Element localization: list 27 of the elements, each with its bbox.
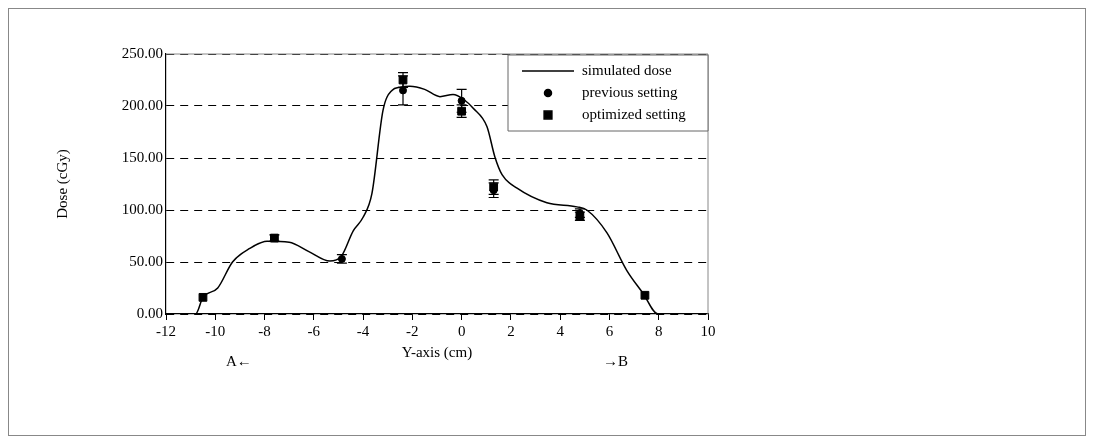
y-tick-label: 0.00 bbox=[136, 304, 163, 321]
x-tick-label: -2 bbox=[406, 322, 419, 339]
text: →B bbox=[603, 352, 629, 369]
x-tick-label: -6 bbox=[307, 322, 321, 339]
x-tick-label: 8 bbox=[654, 322, 663, 339]
x-tick-label: 2 bbox=[507, 322, 515, 339]
y-tick-label: 100.00 bbox=[121, 200, 163, 217]
y-axis-title: Dose (cGy) bbox=[53, 149, 71, 219]
x-tick-label: 10 bbox=[700, 322, 716, 339]
point bbox=[198, 292, 208, 302]
text: A← bbox=[226, 352, 252, 369]
x-tick-label: -8 bbox=[258, 322, 271, 339]
x-tick-label: -12 bbox=[156, 322, 176, 339]
y-tick-label: 150.00 bbox=[121, 148, 163, 165]
legend-label: optimized setting bbox=[582, 105, 687, 122]
x-tick-label: 0 bbox=[457, 322, 466, 339]
legend-label: previous setting bbox=[582, 83, 678, 100]
x-tick-label: -4 bbox=[356, 322, 370, 339]
y-tick-label: 200.00 bbox=[121, 96, 163, 113]
point bbox=[640, 290, 650, 300]
x-tick-label: -10 bbox=[205, 322, 226, 339]
x-tick-label: 4 bbox=[556, 322, 565, 339]
legend-label: simulated dose bbox=[582, 61, 672, 78]
y-tick-label: 50.00 bbox=[129, 252, 163, 269]
x-tick-label: 6 bbox=[605, 322, 614, 339]
x-axis-title: Y-axis (cm) bbox=[401, 343, 473, 361]
y-tick-label: 250.00 bbox=[121, 44, 163, 61]
